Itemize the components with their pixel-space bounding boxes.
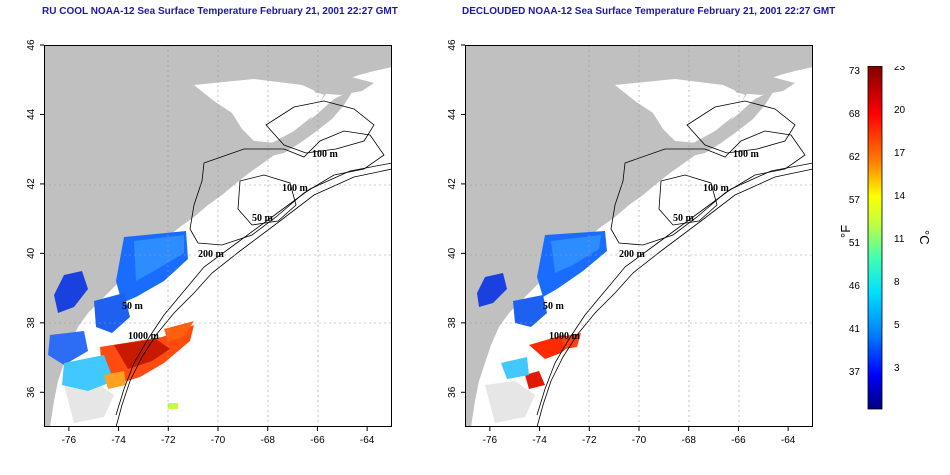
fahrenheit-tick-label: 68: [849, 109, 861, 120]
sst-patches-raw: [48, 231, 194, 409]
celsius-tick-label: 8: [894, 277, 900, 288]
x-tick-label: -72: [161, 435, 176, 446]
colorbar-gradient: [867, 65, 883, 410]
contour-label-50m-b: 50 m: [543, 301, 565, 312]
y-tick-label: 42: [26, 178, 37, 190]
title-left: RU COOL NOAA-12 Sea Surface Temperature …: [42, 6, 398, 17]
map-svg-raw: 100 m 100 m 50 m 200 m 50 m 1000 m -76 -7…: [26, 39, 392, 446]
celsius-tick-label: 14: [894, 191, 906, 202]
fahrenheit-tick-label: 62: [849, 152, 861, 163]
celsius-tick-label: 11: [894, 234, 905, 245]
celsius-tick-label: 20: [894, 105, 906, 116]
contour-label-200m: 200 m: [619, 249, 646, 260]
celsius-tick-label: 23: [894, 66, 906, 73]
celsius-tick-label: 17: [894, 148, 906, 159]
y-tick-label: 38: [26, 317, 37, 329]
fahrenheit-tick-label: 37: [849, 367, 861, 378]
x-tick-label: -74: [111, 435, 126, 446]
fahrenheit-tick-label: 57: [849, 195, 861, 206]
contour-label-200m: 200 m: [198, 249, 225, 260]
fahrenheit-tick-label: 51: [849, 238, 861, 249]
map-frame-raw: [44, 45, 392, 427]
x-tick-label: -74: [532, 435, 547, 446]
contour-label-50m-a: 50 m: [252, 213, 274, 224]
contour-labels-raw: 100 m 100 m 50 m 200 m 50 m 1000 m: [122, 149, 339, 342]
contour-labels-declouded: 100 m 100 m 50 m 200 m 50 m 1000 m: [543, 149, 760, 342]
y-tick-label: 44: [26, 108, 37, 120]
x-tick-label: -68: [681, 435, 696, 446]
x-tick-label: -70: [211, 435, 226, 446]
colorbar: 73 68 62 57 51 46 41 37 23 20 17 14 11 8 5 3 °F °C: [838, 62, 948, 411]
fahrenheit-tick-label: 73: [849, 66, 861, 77]
x-ticks-raw: -76 -74 -72 -70 -68 -66 -64: [62, 427, 375, 446]
x-ticks-declouded: -76 -74 -72 -70 -68 -66 -64: [483, 427, 796, 446]
y-tick-label: 42: [447, 178, 458, 190]
y-tick-label: 36: [26, 386, 37, 398]
y-tick-label: 46: [26, 39, 37, 51]
graticule-raw: [44, 45, 392, 427]
bathymetry-contours-declouded: [536, 100, 813, 427]
contour-label-100m-b: 100 m: [703, 183, 730, 194]
y-tick-label: 46: [447, 39, 458, 51]
x-tick-label: -64: [781, 435, 796, 446]
y-tick-label: 40: [447, 247, 458, 259]
colorbar-fahrenheit-ticks: 73 68 62 57 51 46 41 37: [849, 66, 861, 378]
x-tick-label: -72: [582, 435, 597, 446]
map-svg-declouded: 100 m 100 m 50 m 200 m 50 m 1000 m -76 -7…: [447, 39, 813, 446]
contour-label-1000m: 1000 m: [128, 331, 160, 342]
y-tick-label: 38: [447, 317, 458, 329]
bathymetry-contours-raw: [115, 100, 392, 427]
colorbar-svg: 73 68 62 57 51 46 41 37 23 20 17 14 11 8 5 3 °F °C: [838, 62, 932, 410]
x-tick-label: -76: [483, 435, 498, 446]
contour-label-50m-b: 50 m: [122, 301, 144, 312]
fahrenheit-tick-label: 41: [849, 324, 861, 335]
land-mass-declouded: [465, 45, 813, 427]
y-ticks-declouded: 36 38 40 42 44 46: [447, 39, 465, 398]
map-frame-declouded: [465, 45, 813, 427]
fahrenheit-tick-label: 46: [849, 281, 861, 292]
x-tick-label: -64: [360, 435, 375, 446]
contour-label-100m-a: 100 m: [733, 149, 760, 160]
contour-label-100m-b: 100 m: [282, 183, 309, 194]
contour-label-1000m: 1000 m: [549, 331, 581, 342]
graticule-declouded: [465, 45, 813, 427]
celsius-unit-label: °C: [917, 230, 932, 245]
y-ticks-raw: 36 38 40 42 44 46: [26, 39, 44, 398]
y-tick-label: 40: [26, 247, 37, 259]
map-panel-raw: 100 m 100 m 50 m 200 m 50 m 1000 m -76 -7…: [26, 39, 392, 446]
fahrenheit-unit-label: °F: [838, 225, 853, 238]
contour-label-100m-a: 100 m: [312, 149, 339, 160]
celsius-tick-label: 5: [894, 320, 900, 331]
y-tick-label: 44: [447, 108, 458, 120]
contour-label-50m-a: 50 m: [673, 213, 695, 224]
x-tick-label: -66: [310, 435, 325, 446]
x-tick-label: -70: [632, 435, 647, 446]
x-tick-label: -76: [62, 435, 77, 446]
celsius-tick-label: 3: [894, 363, 900, 374]
x-tick-label: -66: [731, 435, 746, 446]
title-right: DECLOUDED NOAA-12 Sea Surface Temperatur…: [462, 6, 836, 17]
land-mass: [44, 45, 392, 427]
x-tick-label: -68: [260, 435, 275, 446]
colorbar-celsius-ticks: 23 20 17 14 11 8 5 3: [894, 62, 906, 374]
y-tick-label: 36: [447, 386, 458, 398]
map-panel-declouded: 100 m 100 m 50 m 200 m 50 m 1000 m -76 -7…: [447, 39, 813, 446]
